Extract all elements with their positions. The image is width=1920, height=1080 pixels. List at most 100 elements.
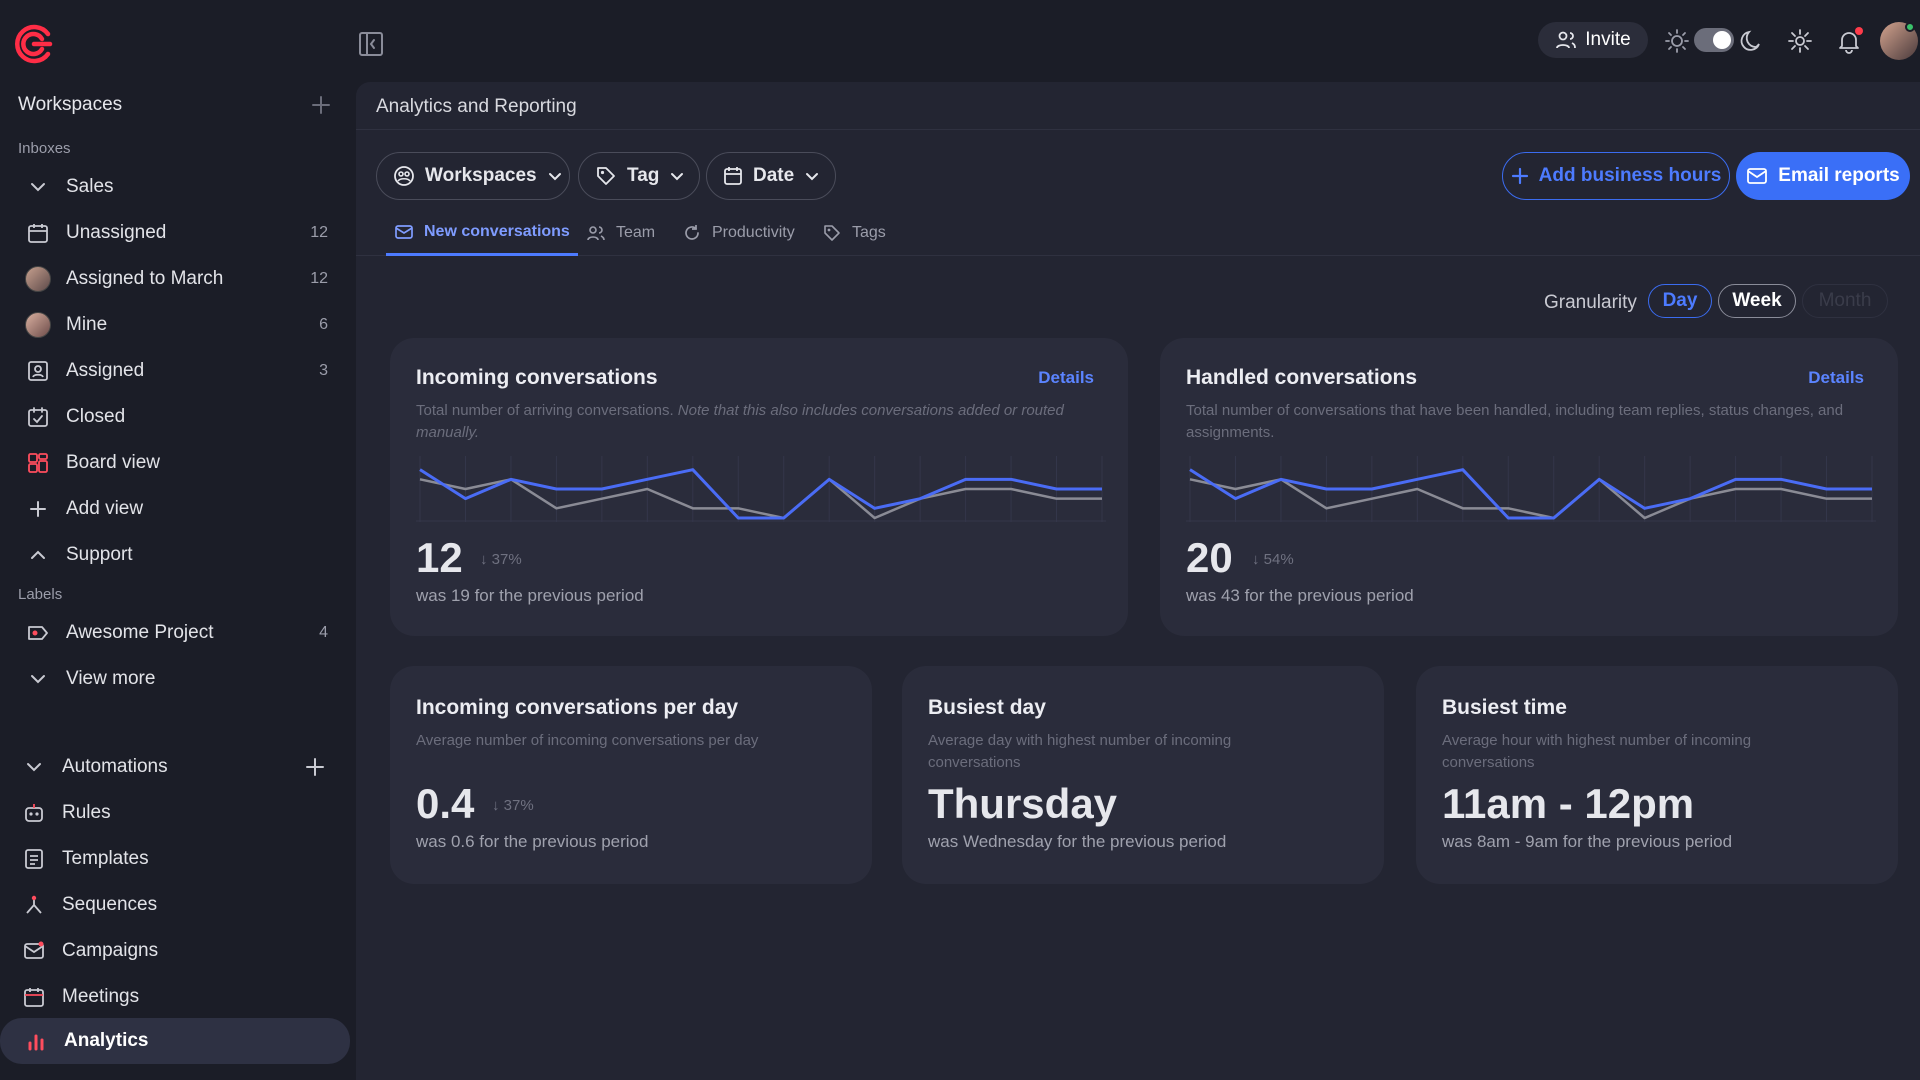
item-count: 3 <box>319 362 328 379</box>
moon-icon[interactable] <box>1738 28 1764 54</box>
sidebar-item-label: Support <box>66 544 133 565</box>
metric-value: 20 <box>1186 534 1233 581</box>
theme-toggle[interactable] <box>1694 28 1734 52</box>
tab-productivity[interactable]: Productivity <box>682 210 795 256</box>
user-badge-icon <box>24 357 52 385</box>
tab-new-conversations[interactable]: New conversations <box>386 210 578 256</box>
sidebar-item-unassigned[interactable]: Unassigned 12 <box>18 212 338 254</box>
invite-label: Invite <box>1585 29 1631 50</box>
previous-period-text: was 19 for the previous period <box>416 586 644 605</box>
label-tag-icon <box>24 619 52 647</box>
tab-label: Productivity <box>712 224 795 241</box>
incoming-conversations-card: Incoming conversations Details Total num… <box>390 338 1128 636</box>
workspaces-filter[interactable]: Workspaces <box>376 152 570 200</box>
sidebar-item-label: Closed <box>66 406 126 427</box>
main-panel: Analytics and Reporting Workspaces Tag D… <box>356 82 1920 1080</box>
incoming-details-link[interactable]: Details <box>1038 368 1094 387</box>
sidebar-item-label: Assigned <box>66 360 145 381</box>
sidebar-item-meetings[interactable]: Meetings <box>18 976 338 1018</box>
sidebar-item-support[interactable]: Support <box>18 534 338 576</box>
card-title: Busiest time <box>1442 696 1567 719</box>
sidebar-item-label: Rules <box>62 802 111 823</box>
add-workspace-icon[interactable] <box>310 94 332 116</box>
sidebar-item-label: Add view <box>66 498 144 519</box>
sun-icon[interactable] <box>1664 28 1690 54</box>
sidebar-item-automations[interactable]: Automations <box>18 746 338 788</box>
mail-icon <box>394 222 414 242</box>
calendar-icon <box>20 983 48 1011</box>
tab-label: New conversations <box>424 222 570 240</box>
tag-filter[interactable]: Tag <box>578 152 700 200</box>
email-reports-button[interactable]: Email reports <box>1736 152 1910 200</box>
metric-value: 11am - 12pm <box>1442 780 1695 827</box>
card-title: Handled conversations <box>1186 366 1418 389</box>
sidebar-item-analytics[interactable]: Analytics <box>0 1018 350 1064</box>
granularity-month-button[interactable]: Month <box>1802 284 1888 318</box>
previous-period-line <box>419 478 1102 520</box>
bell-icon[interactable] <box>1836 28 1862 54</box>
chevron-down-icon <box>547 168 563 184</box>
sidebar-item-sales[interactable]: Sales <box>18 166 338 208</box>
card-description: Total number of arriving conversations. … <box>416 402 1064 441</box>
mail-icon <box>1746 165 1768 187</box>
handled-sparkline-chart <box>1186 456 1876 522</box>
handled-details-link[interactable]: Details <box>1808 368 1864 387</box>
chevron-down-icon <box>24 173 52 201</box>
sidebar-item-closed[interactable]: Closed <box>18 396 338 438</box>
invite-button[interactable]: Invite <box>1538 22 1648 58</box>
sidebar-item-mine[interactable]: Mine 6 <box>18 304 338 346</box>
metric-delta: ↓ 54% <box>1252 551 1294 568</box>
granularity-week-button[interactable]: Week <box>1718 284 1796 318</box>
sidebar-item-label: Automations <box>62 756 168 777</box>
add-automation-icon[interactable] <box>304 756 326 778</box>
sidebar-item-campaigns[interactable]: Campaigns <box>18 930 338 972</box>
tab-tags[interactable]: Tags <box>822 210 886 256</box>
online-status-dot <box>1905 22 1915 32</box>
sidebar-item-add-view[interactable]: Add view <box>18 488 338 530</box>
card-title: Incoming conversations per day <box>416 696 739 719</box>
date-filter[interactable]: Date <box>706 152 836 200</box>
add-business-hours-button[interactable]: Add business hours <box>1502 152 1730 200</box>
metric-value: 0.4 <box>416 780 475 827</box>
gear-icon[interactable] <box>1787 28 1813 54</box>
sidebar-item-sequences[interactable]: Sequences <box>18 884 338 926</box>
item-count: 6 <box>319 316 328 333</box>
sidebar-item-view-more[interactable]: View more <box>18 658 338 700</box>
tab-team[interactable]: Team <box>586 210 655 256</box>
sidebar-item-rules[interactable]: Rules <box>18 792 338 834</box>
sidebar-item-assigned[interactable]: Assigned 3 <box>18 350 338 392</box>
plus-icon <box>1511 167 1529 185</box>
sidebar-item-board-view[interactable]: Board view <box>18 442 338 484</box>
sidebar: Workspaces Inboxes Sales Unassigned 12 A… <box>0 0 356 1080</box>
refresh-icon <box>682 223 702 243</box>
sidebar-item-templates[interactable]: Templates <box>18 838 338 880</box>
tab-label: Tags <box>852 224 886 241</box>
item-count: 12 <box>310 224 328 241</box>
card-description: Average number of incoming conversations… <box>416 732 759 749</box>
chevron-up-icon <box>24 541 52 569</box>
granularity-day-button[interactable]: Day <box>1648 284 1712 318</box>
metric-delta: ↓ 37% <box>480 551 522 568</box>
incoming-sparkline-chart <box>416 456 1106 522</box>
sequence-icon <box>20 891 48 919</box>
card-description: Average hour with highest number of inco… <box>1442 732 1752 771</box>
page-title: Analytics and Reporting <box>376 96 577 117</box>
users-icon <box>1555 29 1577 51</box>
previous-period-text: was 0.6 for the previous period <box>416 832 649 851</box>
users-icon <box>586 223 606 243</box>
app-logo[interactable] <box>12 22 56 66</box>
sidebar-item-awesome-project[interactable]: Awesome Project 4 <box>18 612 338 654</box>
metric-delta: ↓ 37% <box>492 797 534 814</box>
tag-icon <box>822 223 842 243</box>
current-period-line <box>1189 468 1872 520</box>
sidebar-item-assigned-to-march[interactable]: Assigned to March 12 <box>18 258 338 300</box>
inboxes-section-label: Inboxes <box>18 140 71 157</box>
card-description: Average day with highest number of incom… <box>928 732 1232 771</box>
collapse-sidebar-icon[interactable] <box>357 30 385 58</box>
chevron-down-icon <box>20 753 48 781</box>
labels-section-label: Labels <box>18 586 63 603</box>
card-description: Total number of conversations that have … <box>1186 402 1844 441</box>
item-count: 4 <box>319 624 328 641</box>
workspace-icon <box>393 165 415 187</box>
granularity-label: Granularity <box>1544 292 1637 313</box>
